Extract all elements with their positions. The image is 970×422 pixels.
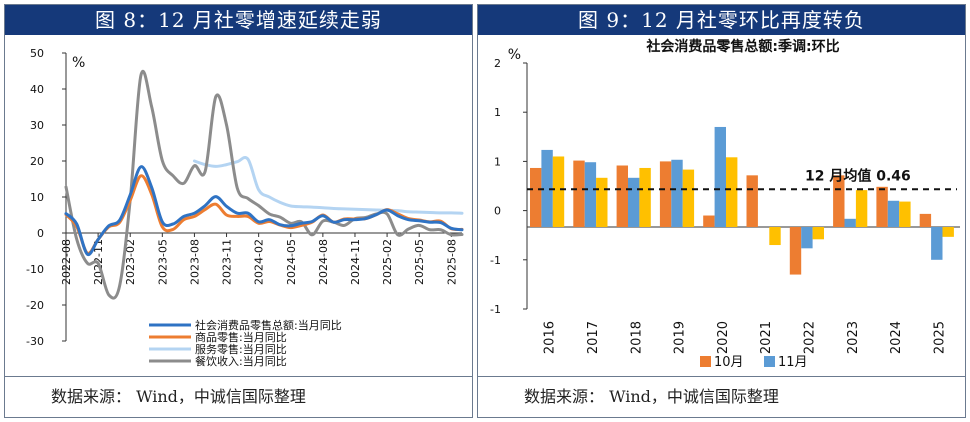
x-tick-label: 2024-08 (317, 239, 330, 285)
bar-2017-s3 (596, 177, 608, 227)
bar-2025-s1 (919, 213, 932, 227)
bar-2025-s3 (942, 227, 954, 237)
legend-swatch (700, 356, 711, 367)
bar-2024-s2 (887, 200, 900, 227)
x-tick-label: 2024-11 (349, 239, 362, 285)
bar-2020-s3 (726, 157, 738, 227)
right-chart-panel: 图 9：12 月社零环比再度转负 社会消费品零售总额:季调:环比% -1 -1 0 1 1… (477, 4, 966, 418)
legend-label: 餐饮收入:当月同比 (195, 354, 287, 368)
y-tick-label: -1 (490, 254, 501, 267)
x-tick-label: 2025-02 (381, 239, 394, 285)
x-category-label: 2017 (586, 321, 601, 354)
x-category-label: 2025 (932, 321, 947, 354)
bar-2016-s3 (552, 156, 565, 227)
right-bar-chart: 社会消费品零售总额:季调:环比% -1 -1 0 1 1 2 2016 2017 2018 2019… (490, 38, 960, 370)
x-category-label: 2022 (802, 321, 817, 354)
x-category-label: 2024 (889, 321, 904, 354)
x-category-label: 2018 (629, 321, 644, 354)
y-tick-label: 1 (494, 106, 501, 119)
bar-2019-s2 (671, 159, 683, 227)
y-tick-label: -10 (26, 263, 44, 276)
bar-2016-s2 (541, 149, 553, 227)
x-tick-label: 2025-08 (445, 239, 458, 285)
y-axis-unit: % (508, 47, 521, 63)
legend-label: 社会消费品零售总额:当月同比 (195, 318, 342, 332)
y-tick-label: 50 (30, 47, 44, 60)
bar-2020-s2 (714, 126, 726, 227)
y-tick-label: 2 (494, 57, 501, 70)
bar-2016-s1 (530, 167, 542, 227)
bar-2018-s1 (616, 165, 628, 227)
x-tick-label: 2023-05 (156, 239, 169, 285)
bar-2021-s1 (746, 175, 758, 227)
right-chart-title: 图 9：12 月社零环比再度转负 (478, 5, 965, 35)
bar-2023-s2 (844, 218, 856, 227)
right-source-note: 数据来源： Wind，中诚信国际整理 (478, 376, 965, 417)
legend-swatch (764, 356, 775, 367)
bar-2023-s1 (833, 175, 845, 227)
y-tick-label: 20 (30, 155, 44, 168)
y-tick-label: 0 (494, 205, 501, 218)
legend-label: 11月 (778, 355, 808, 370)
bar-2021-s3 (769, 227, 781, 246)
x-category-label: 2016 (543, 321, 558, 354)
legend-label: 商品零售:当月同比 (195, 330, 287, 344)
legend-label: 服务零售:当月同比 (195, 342, 287, 356)
chart-subtitle: 社会消费品零售总额:季调:环比 (645, 38, 839, 55)
bar-2022-s1 (789, 227, 802, 275)
bar-2018-s3 (639, 167, 651, 227)
y-axis-unit: % (72, 55, 85, 71)
x-tick-label: 2024-05 (285, 239, 298, 285)
y-tick-label: 10 (30, 191, 44, 204)
y-tick-label: 40 (30, 83, 44, 96)
bar-2017-s1 (573, 160, 585, 227)
y-tick-label: -30 (26, 335, 44, 348)
x-tick-label: 2023-11 (221, 239, 234, 285)
bar-2018-s2 (628, 177, 640, 227)
y-tick-label: 1 (494, 155, 501, 168)
x-tick-label: 2024-02 (253, 239, 266, 285)
left-chart-panel: 图 8：12 月社零增速延续走弱 -30 -20 -10 0 10 20 30 40 50% 20… (4, 4, 473, 418)
bar-2019-s3 (682, 169, 695, 227)
bar-2025-s2 (931, 227, 943, 260)
x-tick-label: 2023-08 (188, 239, 201, 285)
bar-2017-s2 (584, 162, 597, 227)
left-chart-title: 图 8：12 月社零增速延续走弱 (5, 5, 472, 35)
x-tick-label: 2022-08 (60, 239, 73, 285)
y-tick-label: 0 (37, 227, 44, 240)
x-category-label: 2023 (846, 321, 861, 354)
y-tick-label: 30 (30, 119, 44, 132)
y-tick-label: -1 (490, 303, 501, 316)
bar-2024-s3 (899, 201, 911, 227)
series-line-1 (64, 165, 464, 257)
bar-2023-s3 (855, 190, 868, 227)
x-category-label: 2019 (673, 321, 688, 354)
series-line-3 (192, 156, 464, 215)
x-category-label: 2020 (716, 321, 731, 354)
x-tick-label: 2023-02 (124, 239, 137, 285)
bar-2019-s1 (659, 161, 672, 227)
x-category-label: 2021 (759, 321, 774, 354)
average-reference-label: 12 月均值 0.46 (805, 167, 911, 184)
bar-2022-s2 (801, 227, 813, 249)
bar-2024-s1 (876, 186, 888, 227)
y-tick-label: -20 (26, 299, 44, 312)
bar-2020-s1 (703, 215, 715, 227)
x-tick-label: 2025-05 (413, 239, 426, 285)
bar-2022-s3 (812, 227, 824, 240)
legend-label: 10月 (714, 355, 744, 370)
left-source-note: 数据来源： Wind，中诚信国际整理 (5, 376, 472, 417)
